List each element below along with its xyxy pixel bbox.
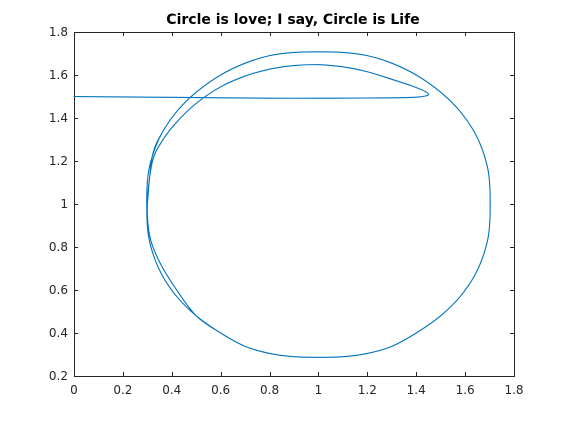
series-line-1 [73, 51, 491, 358]
x-tick-label: 0 [70, 383, 78, 397]
x-tick-label: 1.2 [358, 383, 377, 397]
y-tick-label: 1.6 [49, 68, 68, 82]
x-axis-ticks: 0 0.2 0.4 0.6 0.8 1 1.2 1.4 1.6 1.8 [70, 32, 524, 397]
y-tick-label: 1.4 [49, 111, 68, 125]
x-tick-label: 0.4 [162, 383, 181, 397]
x-tick-label: 0.8 [260, 383, 279, 397]
y-tick-label: 1.2 [49, 154, 68, 168]
x-tick-label: 1 [315, 383, 323, 397]
chart-title: Circle is love; I say, Circle is Life [166, 12, 419, 28]
x-tick-label: 1.8 [504, 383, 523, 397]
x-tick-label: 0.2 [113, 383, 132, 397]
x-tick-label: 1.6 [456, 383, 475, 397]
x-tick-label: 1.4 [407, 383, 426, 397]
y-tick-label: 1.8 [49, 25, 68, 39]
y-tick-label: 0.4 [49, 326, 68, 340]
y-tick-label: 1 [60, 197, 68, 211]
y-tick-label: 0.2 [49, 369, 68, 383]
plot-area: 0 0.2 0.4 0.6 0.8 1 1.2 1.4 1.6 1.8 0.20.40.60.81… [49, 25, 524, 397]
y-tick-label: 0.6 [49, 283, 68, 297]
y-axis-ticks: 0.2 0.4 0.6 0.8 1 1.2 1.4 1.6 1.8 [49, 25, 514, 383]
y-tick-label: 0.8 [49, 240, 68, 254]
x-tick-label: 0.6 [211, 383, 230, 397]
